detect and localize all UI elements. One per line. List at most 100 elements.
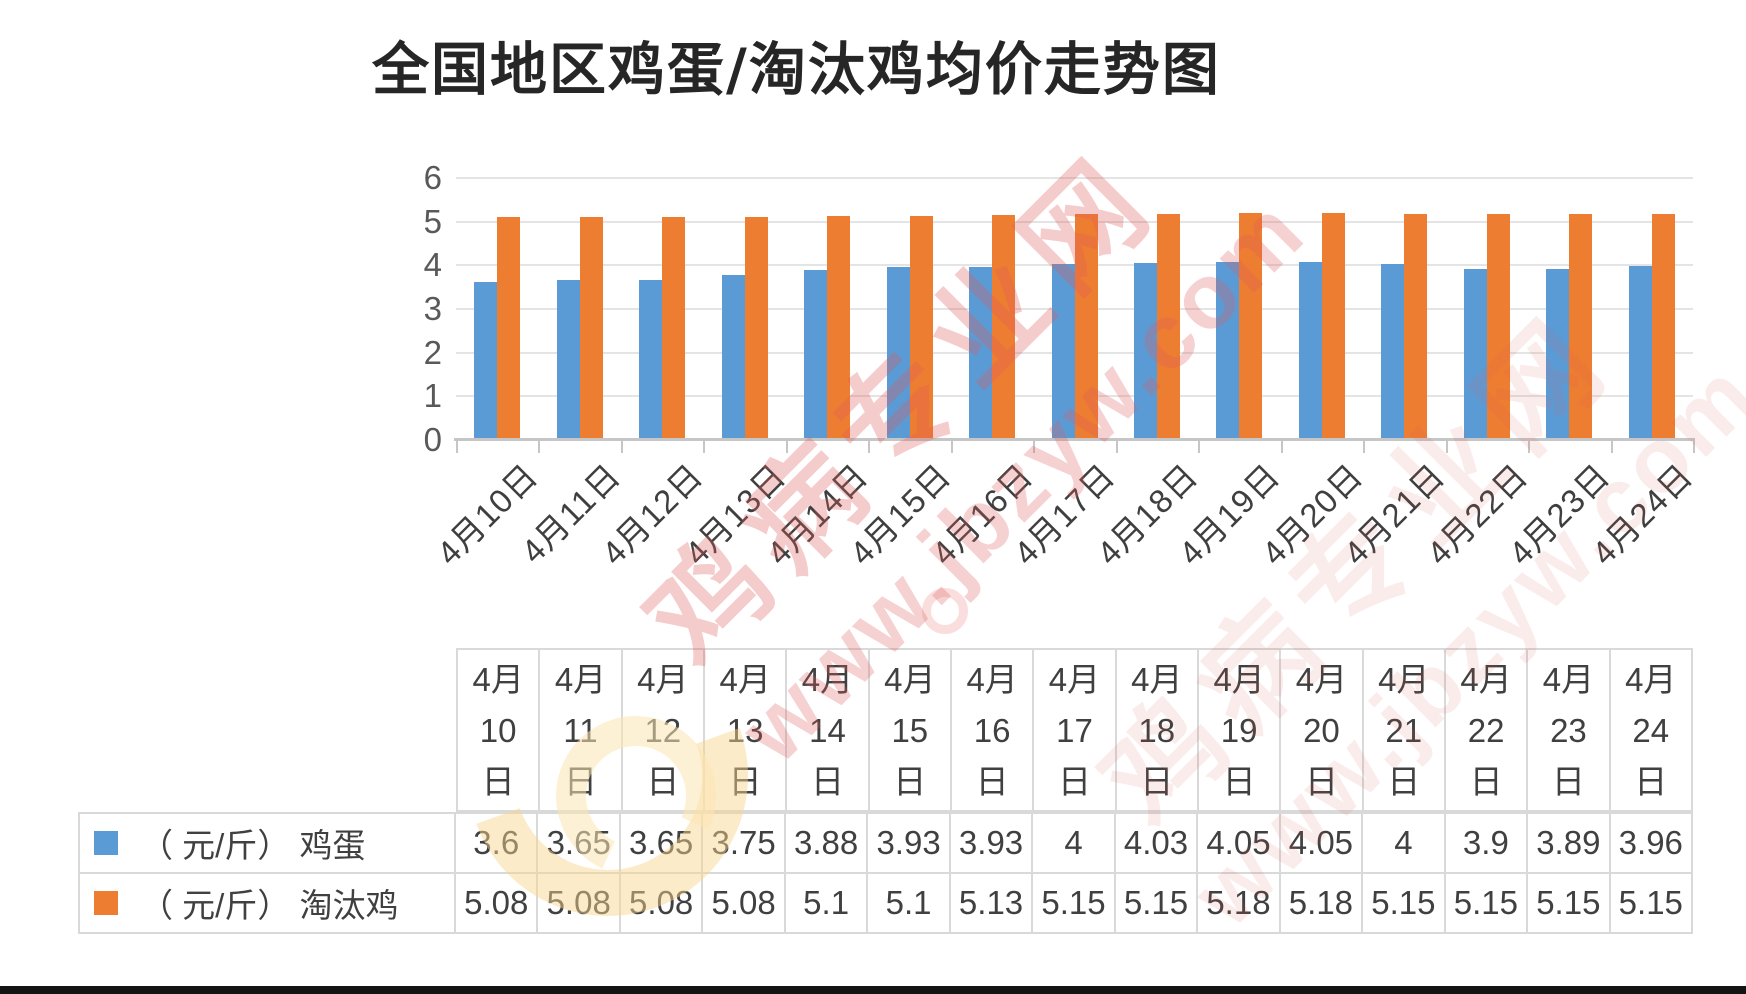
legend-cell: （ 元/斤） 鸡蛋 (80, 814, 456, 872)
table-header-cell: 4月 10 日 (458, 650, 541, 810)
table-header-cell: 4月 15 日 (870, 650, 952, 810)
bar-egg-4月19日 (1216, 262, 1240, 439)
bar-culled-chicken-4月19日 (1239, 212, 1263, 439)
table-header-cell: 4月 11 日 (540, 650, 623, 810)
legend-color-swatch-icon (94, 891, 118, 915)
table-value-cell: 5.15 (1116, 874, 1199, 932)
data-table-body: （ 元/斤） 鸡蛋 3.6 3.65 3.65 3.75 3.88 3.93 3.93 4 4.0… (78, 812, 1693, 934)
data-table-header-row: 4月 10 日 4月 11 日 4月 12 日 4月 13 日 4月 14 日 4月 15… (456, 648, 1693, 812)
table-header-cell: 4月 17 日 (1034, 650, 1117, 810)
legend-color-swatch-icon (94, 831, 118, 855)
bar-egg-4月24日 (1628, 266, 1652, 439)
table-value-cell: 5.15 (1033, 874, 1116, 932)
bar-culled-chicken-4月18日 (1156, 214, 1180, 439)
y-axis-tick-label: 6 (423, 158, 442, 196)
bar-culled-chicken-4月12日 (662, 217, 686, 439)
table-header-cell: 4月 23 日 (1528, 650, 1611, 810)
table-value-cell: 3.65 (621, 814, 704, 872)
bar-culled-chicken-4月13日 (744, 217, 768, 439)
table-value-cell: 4 (1363, 814, 1446, 872)
x-axis-tick (1115, 440, 1118, 453)
bar-culled-chicken-4月17日 (1074, 214, 1098, 439)
table-header-cell: 4月 16 日 (952, 650, 1035, 810)
x-axis-line (454, 438, 1695, 441)
bar-egg-4月10日 (474, 281, 498, 439)
x-axis-tick (620, 440, 623, 453)
x-axis-tick (456, 440, 458, 453)
table-value-cell: 5.15 (1446, 874, 1529, 932)
window-bottom-edge (0, 986, 1746, 994)
bar-culled-chicken-4月20日 (1321, 212, 1345, 439)
bar-culled-chicken-4月22日 (1486, 214, 1510, 439)
table-value-cell: 3.9 (1446, 814, 1529, 872)
x-axis-tick (1198, 440, 1201, 453)
table-header-cell: 4月 14 日 (787, 650, 870, 810)
bar-culled-chicken-4月16日 (992, 214, 1016, 439)
bar-egg-4月18日 (1133, 263, 1157, 439)
table-value-cell: 4.05 (1198, 814, 1281, 872)
x-axis-tick (950, 440, 953, 453)
table-value-cell: 4 (1033, 814, 1116, 872)
x-axis-tick (703, 440, 706, 453)
y-axis-tick-label: 1 (423, 377, 442, 415)
table-value-cell: 4.05 (1281, 814, 1364, 872)
table-value-cell: 5.1 (868, 874, 951, 932)
table-value-cell: 3.93 (868, 814, 951, 872)
table-header-cell: 4月 20 日 (1281, 650, 1364, 810)
bar-egg-4月11日 (556, 279, 580, 439)
bar-egg-4月13日 (721, 275, 745, 439)
table-value-cell: 3.75 (703, 814, 786, 872)
x-axis-tick (1528, 440, 1531, 453)
table-value-cell: 3.88 (786, 814, 869, 872)
x-axis-tick (1610, 440, 1613, 453)
y-axis-tick-label: 3 (423, 289, 442, 327)
bar-culled-chicken-4月14日 (827, 216, 851, 439)
table-row-egg: （ 元/斤） 鸡蛋 3.6 3.65 3.65 3.75 3.88 3.93 3.93 4 4.0… (80, 814, 1691, 874)
chart-title: 全国地区鸡蛋/淘汰鸡均价走势图 (372, 36, 1221, 103)
legend-cell: （ 元/斤） 淘汰鸡 (80, 874, 456, 932)
table-header-cell: 4月 22 日 (1446, 650, 1529, 810)
x-axis-tick (1033, 440, 1036, 453)
table-value-cell: 5.08 (538, 874, 621, 932)
y-axis-tick-label: 5 (423, 202, 442, 240)
table-value-cell: 4.03 (1116, 814, 1199, 872)
x-axis-tick (1693, 440, 1695, 453)
table-value-cell: 5.15 (1618, 884, 1683, 921)
bar-egg-4月21日 (1381, 264, 1405, 439)
bar-egg-4月15日 (886, 267, 910, 439)
bar-culled-chicken-4月11日 (579, 217, 603, 439)
gridline-y6 (456, 176, 1693, 179)
legend-series-label: （ 元/斤） 鸡蛋 (140, 827, 366, 864)
table-value-cell: 5.18 (1198, 874, 1281, 932)
table-value-cell: 5.15 (1528, 874, 1611, 932)
table-value-cell: 5.18 (1281, 874, 1364, 932)
table-header-cell: 4月 18 日 (1117, 650, 1199, 810)
table-header-cell: 4月 19 日 (1199, 650, 1282, 810)
bar-egg-4月20日 (1298, 262, 1322, 439)
bar-egg-4月17日 (1051, 264, 1075, 439)
y-axis-tick-label: 4 (423, 246, 442, 284)
x-axis-tick (538, 440, 541, 453)
bar-culled-chicken-4月21日 (1404, 214, 1428, 439)
x-axis-tick (868, 440, 871, 453)
bar-culled-chicken-4月23日 (1569, 214, 1593, 439)
bar-culled-chicken-4月24日 (1651, 214, 1675, 439)
bar-egg-4月12日 (639, 279, 663, 439)
x-axis-tick (1363, 440, 1366, 453)
bar-egg-4月14日 (804, 269, 828, 439)
table-row-culled-chicken: （ 元/斤） 淘汰鸡 5.08 5.08 5.08 5.08 5.1 5.1 5.13 5.15… (80, 874, 1691, 932)
table-header-cell: 4月 24 日 (1625, 661, 1677, 800)
bar-egg-4月22日 (1463, 268, 1487, 439)
table-value-cell: 3.65 (538, 814, 621, 872)
table-value-cell: 3.96 (1618, 824, 1683, 861)
table-value-cell: 5.1 (786, 874, 869, 932)
y-axis-tick-label: 2 (423, 333, 442, 371)
bar-culled-chicken-4月10日 (497, 217, 521, 439)
table-value-cell: 3.93 (951, 814, 1034, 872)
watermark-ring-icon (922, 588, 968, 634)
bar-culled-chicken-4月15日 (909, 216, 933, 439)
table-value-cell: 5.08 (456, 874, 539, 932)
table-value-cell: 5.13 (951, 874, 1034, 932)
legend-series-label: （ 元/斤） 淘汰鸡 (140, 887, 399, 924)
